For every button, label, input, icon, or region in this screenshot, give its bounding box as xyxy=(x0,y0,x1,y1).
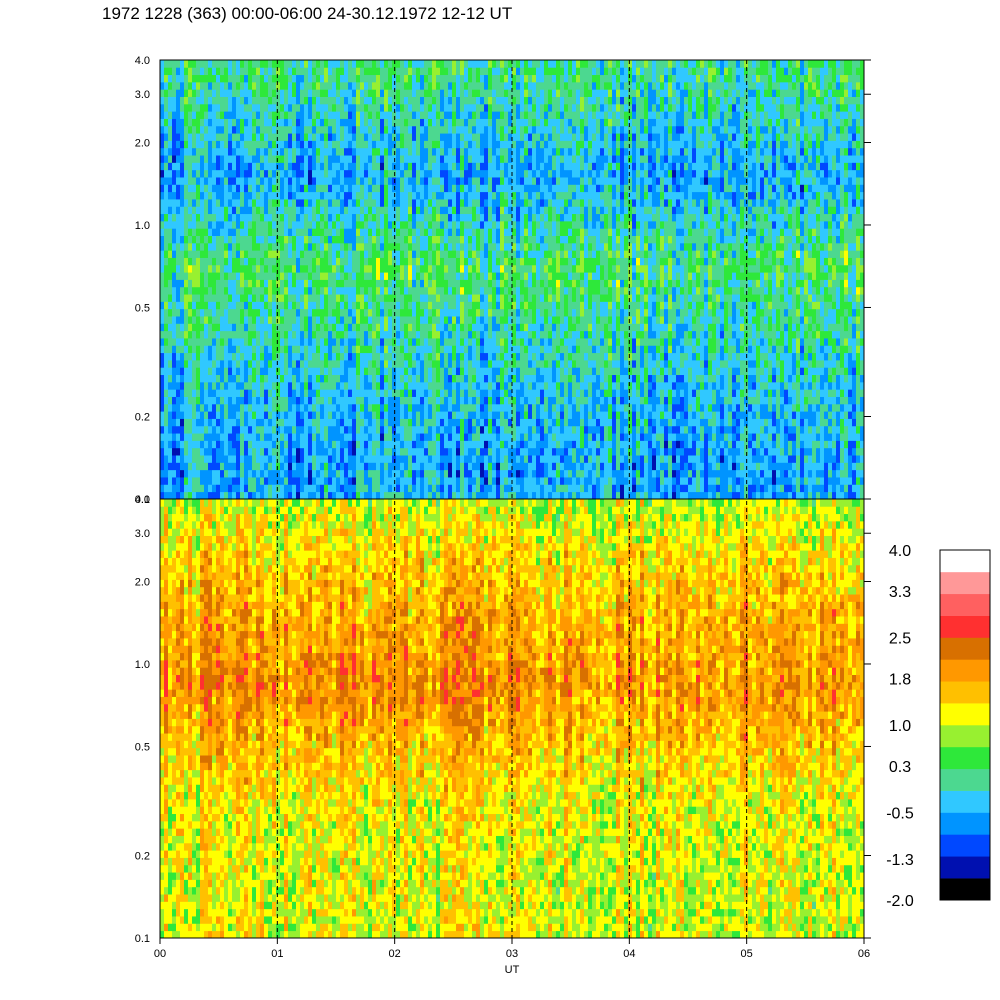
colorbar-swatch xyxy=(940,790,990,813)
x-tick-label: 06 xyxy=(858,948,870,960)
colorbar-label: 0.3 xyxy=(889,759,911,776)
spectrogram-cells xyxy=(160,499,864,938)
x-tick-label: 01 xyxy=(271,948,283,960)
colorbar-label: 1.8 xyxy=(889,671,911,688)
colorbar-swatch xyxy=(940,834,990,857)
time-gridlines xyxy=(276,60,748,938)
y-tick-label: 4.0 xyxy=(135,55,150,67)
axes: 0.10.20.51.02.03.04.00.10.20.51.02.03.04… xyxy=(135,55,871,976)
colorbar: 4.0 3.3 2.5 1.8 1.0 0.3 -0.5 -1.3 -2.0 xyxy=(886,543,991,910)
x-tick-label: 05 xyxy=(741,948,753,960)
x-tick-label: 00 xyxy=(154,948,166,960)
y-tick-label: 1.0 xyxy=(135,659,150,671)
y-tick-label: 2.0 xyxy=(135,576,150,588)
y-tick-label: 0.5 xyxy=(135,741,150,753)
colorbar-label: 2.5 xyxy=(889,631,911,648)
y-tick-label: 3.0 xyxy=(135,89,150,101)
colorbar-frame xyxy=(939,549,991,901)
y-tick-label: 0.2 xyxy=(135,851,150,863)
x-tick-label: 03 xyxy=(506,948,518,960)
colorbar-label: -0.5 xyxy=(886,806,914,823)
colorbar-swatch xyxy=(940,856,990,879)
x-axis-label: UT xyxy=(505,964,520,976)
x-tick-label: 02 xyxy=(389,948,401,960)
spectrogram-cells xyxy=(160,60,864,499)
colorbar-label: 1.0 xyxy=(889,718,911,735)
colorbar-swatch xyxy=(940,812,990,835)
colorbar-swatch xyxy=(940,703,990,726)
colorbar-swatch xyxy=(940,681,990,704)
colorbar-swatch xyxy=(940,746,990,770)
y-tick-label: 3.0 xyxy=(135,528,150,540)
colorbar-swatch xyxy=(940,878,990,901)
colorbar-swatch xyxy=(940,637,990,660)
y-tick-label: 4.0 xyxy=(135,494,150,506)
colorbar-swatch xyxy=(940,725,990,748)
colorbar-swatch xyxy=(940,768,990,791)
colorbar-swatch xyxy=(940,659,990,682)
chart-title: 1972 1228 (363) 00:00-06:00 24-30.12.197… xyxy=(102,4,512,24)
y-tick-label: 0.5 xyxy=(135,302,150,314)
colorbar-label: -1.3 xyxy=(886,852,914,869)
colorbar-swatch xyxy=(940,571,990,595)
colorbar-swatch xyxy=(940,550,990,573)
y-tick-label: 0.1 xyxy=(135,933,150,945)
x-tick-label: 04 xyxy=(623,948,635,960)
y-tick-label: 0.1 xyxy=(135,494,150,506)
colorbar-swatch xyxy=(940,615,990,638)
colorbar-label: 4.0 xyxy=(889,543,911,560)
colorbar-label: -2.0 xyxy=(886,893,914,910)
colorbar-label: 3.3 xyxy=(889,584,911,601)
y-tick-label: 0.2 xyxy=(135,412,150,424)
y-tick-label: 1.0 xyxy=(135,220,150,232)
y-tick-label: 2.0 xyxy=(135,137,150,149)
colorbar-swatch xyxy=(940,593,990,616)
